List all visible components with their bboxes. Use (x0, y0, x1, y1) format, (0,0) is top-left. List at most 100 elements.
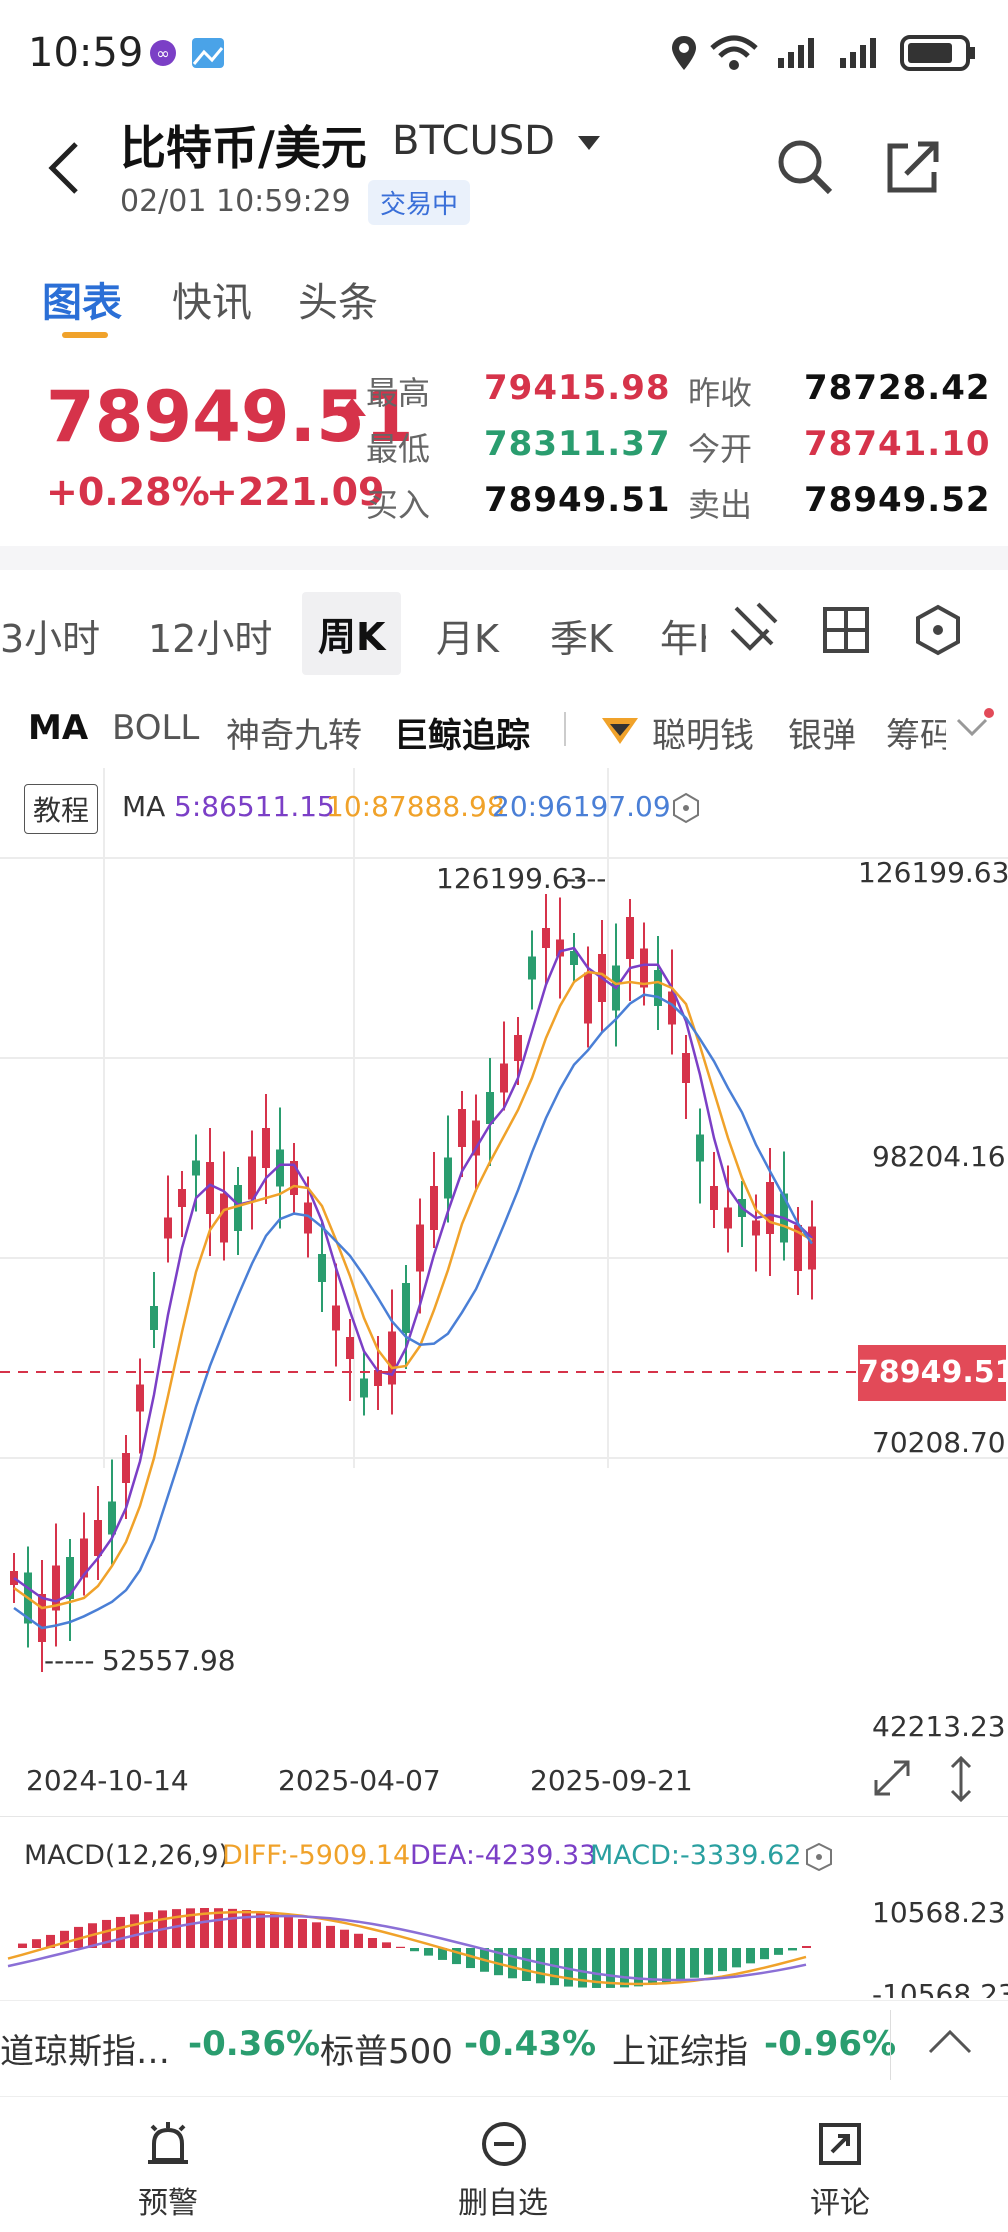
open-label: 今开 (688, 430, 753, 468)
macd-bar (102, 1919, 111, 1948)
macd-bar (788, 1948, 797, 1951)
macd-value: MACD:-3339.62 (590, 1840, 802, 1871)
ma-settings-icon[interactable] (670, 792, 702, 824)
period-monthly[interactable]: 月K (436, 617, 499, 661)
macd-bar (564, 1948, 573, 1987)
settings-hex-icon[interactable] (914, 604, 962, 656)
period-quarterly[interactable]: 季K (550, 617, 613, 661)
candle-body (668, 991, 676, 1025)
trading-badge: 交易中 (368, 180, 471, 225)
macd-bar (592, 1948, 601, 1988)
indicator-chips[interactable]: 筹码 (886, 716, 946, 756)
chart-area[interactable] (0, 768, 1008, 1778)
tab-underline (62, 332, 108, 338)
macd-bar (494, 1948, 503, 1976)
indicator-td9[interactable]: 神奇九转 (226, 716, 362, 756)
candle-body (346, 1337, 354, 1359)
y-tick-3: 70208.70 (872, 1426, 1006, 1459)
period-12h[interactable]: 12小时 (148, 617, 273, 661)
candle-body (276, 1149, 284, 1187)
ticker-shanghai-name: 上证综指 (612, 2032, 748, 2072)
candle-body (136, 1384, 144, 1412)
index-ticker-bar[interactable] (0, 2000, 1008, 2100)
period-yearly[interactable]: 年K (660, 617, 706, 661)
page-title: 比特币/美元 (120, 121, 367, 175)
macd-bar (704, 1948, 713, 1975)
candle-body (108, 1501, 116, 1535)
alert-icon[interactable] (146, 2120, 190, 2168)
macd-bar (214, 1908, 223, 1948)
macd-bar (116, 1916, 125, 1948)
nav-remove-label[interactable]: 删自选 (458, 2186, 548, 2221)
candle-body (472, 1120, 480, 1156)
period-3h[interactable]: 3小时 (0, 617, 101, 661)
candle-body (164, 1217, 172, 1239)
svg-text:∞: ∞ (156, 44, 169, 63)
search-icon[interactable] (776, 138, 834, 196)
macd-bar (74, 1926, 83, 1948)
new-dot (984, 708, 994, 718)
candle-body (724, 1207, 732, 1229)
vertical-scale-icon[interactable] (946, 1754, 976, 1804)
indicator-whale[interactable]: 巨鲸追踪 (394, 716, 530, 756)
arrow-up-icon (338, 398, 366, 434)
candle-body (696, 1134, 704, 1162)
high-marker-label: 126199.63 (436, 862, 588, 895)
indicator-smart-money[interactable]: 聪明钱 (652, 716, 754, 756)
indicator-ma[interactable]: MA (28, 708, 89, 748)
macd-bar (536, 1948, 545, 1984)
tab-news[interactable]: 快讯 (172, 280, 252, 326)
macd-bar (340, 1929, 349, 1948)
ma5-value: 5:86511.15 (174, 790, 335, 823)
nav-comment-label[interactable]: 评论 (810, 2186, 870, 2221)
candle-body (626, 917, 634, 959)
tutorial-button[interactable]: 教程 (24, 784, 99, 834)
comment-icon[interactable] (818, 2122, 862, 2166)
macd-settings-icon[interactable] (804, 1842, 834, 1872)
low-marker-label: 52557.98 (102, 1644, 236, 1677)
expand-icon[interactable] (870, 1756, 914, 1800)
change-amount: +221.09 (206, 470, 385, 514)
candle-body (430, 1186, 438, 1230)
bid-label: 买入 (366, 486, 431, 524)
chevron-up-icon[interactable] (926, 2026, 974, 2056)
tab-chart[interactable]: 图表 (42, 280, 122, 326)
candle-body (500, 1063, 508, 1093)
macd-bar (46, 1934, 55, 1948)
status-time: 10:59 (28, 30, 144, 76)
candle-body (360, 1378, 368, 1398)
nav-alert-label[interactable]: 预警 (138, 2186, 198, 2221)
macd-bar (144, 1912, 153, 1948)
share-icon[interactable] (884, 140, 942, 196)
macd-bar (732, 1948, 741, 1968)
symbol-code[interactable]: BTCUSD (392, 118, 555, 164)
indicator-divider (564, 712, 566, 746)
change-percent: +0.28% (46, 470, 210, 514)
macd-bar (326, 1925, 335, 1948)
macd-bar (18, 1943, 27, 1948)
indicator-boll[interactable]: BOLL (112, 708, 200, 748)
layout-grid-icon[interactable] (822, 606, 870, 654)
candle-body (234, 1185, 242, 1231)
chevron-down-icon[interactable] (956, 718, 988, 738)
candle-body (206, 1162, 214, 1214)
macd-bar (760, 1948, 769, 1960)
candle-body (444, 1157, 452, 1199)
remove-watchlist-icon[interactable] (480, 2120, 528, 2168)
status-bar: 10:59 ∞ (0, 0, 1008, 108)
candle-body (388, 1331, 396, 1385)
ma10-line (13, 970, 813, 1610)
back-icon[interactable] (44, 140, 84, 196)
macd-bar (396, 1946, 405, 1948)
period-weekly[interactable]: 周K (302, 592, 402, 675)
tab-headlines[interactable]: 头条 (298, 280, 378, 326)
candle-body (542, 928, 550, 948)
chevron-down-icon[interactable] (576, 134, 602, 152)
signal1-icon (778, 38, 814, 68)
macd-bar (172, 1909, 181, 1948)
indicator-silver-bullet[interactable]: 银弹 (788, 716, 856, 756)
macd-chart (7, 1908, 811, 1988)
draw-tool-icon[interactable] (728, 600, 780, 656)
x-tick-3: 2025-09-21 (530, 1764, 693, 1797)
